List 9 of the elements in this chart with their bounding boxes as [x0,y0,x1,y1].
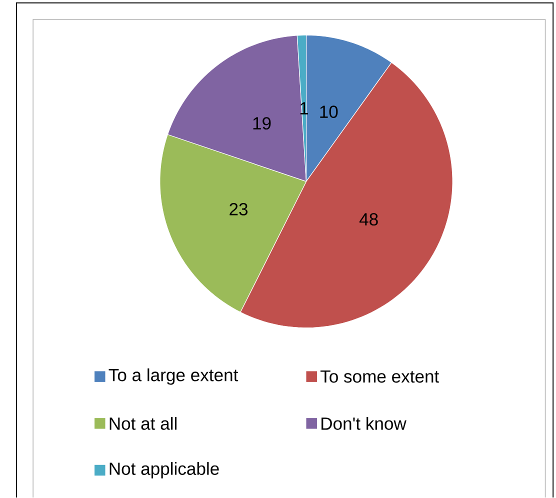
legend-label: Not applicable [110,462,219,479]
data-label: 19 [253,117,271,130]
data-label: 10 [320,106,338,118]
data-label: 48 [359,213,378,226]
legend-label: To some extent [320,370,440,383]
legend-label: Not at all [110,417,176,430]
legend-label: To a large extent [108,368,238,385]
data-label: 23 [230,203,248,216]
legend-label: Don't know [322,417,406,430]
